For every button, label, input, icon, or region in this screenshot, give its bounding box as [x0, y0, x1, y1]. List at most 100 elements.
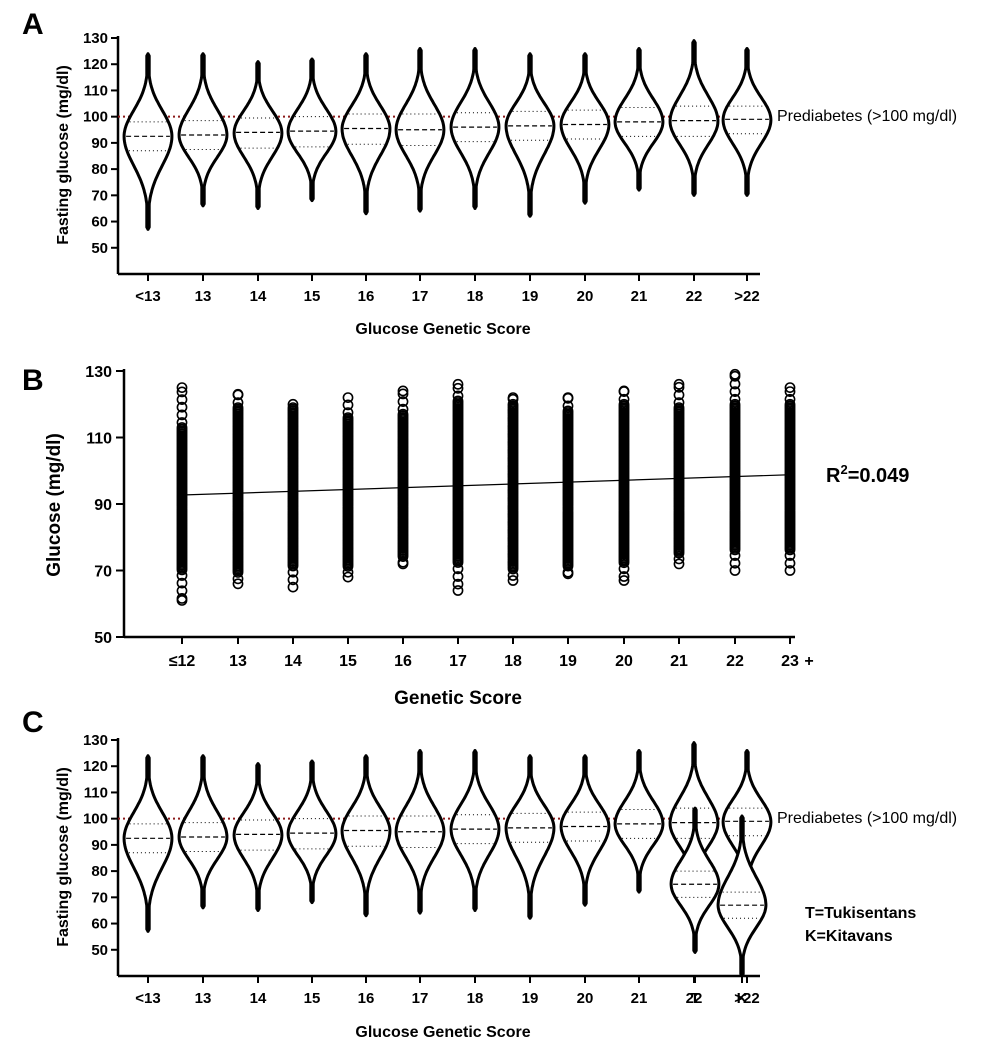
x-tick-label: 20: [577, 990, 594, 1007]
y-tick-label: 60: [91, 916, 108, 933]
violin: [286, 759, 338, 905]
data-point: [784, 565, 796, 576]
data-point: [618, 571, 630, 582]
y-axis-title-c: Fasting glucose (mg/dl): [55, 767, 72, 947]
r-squared-label: R2=0.049: [826, 462, 909, 487]
violin: [340, 52, 392, 216]
data-point: [784, 550, 796, 561]
violin: [177, 754, 229, 910]
point-column: [618, 385, 630, 586]
data-point: [618, 393, 630, 405]
y-tick-label: 110: [84, 784, 108, 801]
data-point: [397, 403, 409, 415]
x-tick-label: 15: [304, 990, 321, 1007]
x-axis-title-a: Glucose Genetic Score: [355, 321, 530, 338]
data-point: [342, 407, 354, 418]
y-tick-label: 90: [91, 837, 108, 854]
data-point: [452, 378, 464, 390]
data-point: [452, 578, 464, 590]
y-tick-label: 70: [91, 187, 108, 204]
x-tick-label: 18: [504, 653, 522, 670]
data-point: [232, 388, 244, 400]
data-point: [507, 563, 519, 575]
scatter-points-b: [176, 368, 796, 606]
data-point: [397, 551, 409, 562]
data-point: [784, 386, 796, 397]
data-point: [287, 560, 299, 572]
violin: [613, 46, 665, 192]
point-column: [176, 382, 188, 606]
y-tick-label: 60: [91, 214, 108, 231]
x-tick-label: 15: [339, 653, 357, 670]
y-tick-label: 90: [91, 135, 108, 152]
y-tick-label: 50: [94, 630, 112, 647]
panel-a: A 50 60 70 80 90 100 110 120 130 <13 13 14 15 16 17 18…: [22, 8, 957, 338]
data-point: [397, 385, 409, 397]
x-tick-label: 16: [358, 990, 375, 1007]
regression-line: [181, 474, 791, 496]
x-tick-label: ≤12: [169, 653, 196, 670]
x-tick-label: <13: [135, 288, 160, 305]
y-tick-label: 110: [84, 82, 108, 99]
legend-note-tukisentans: T=Tukisentans: [805, 905, 916, 922]
panel-b: B 50 70 90 110 130 ≤12 13 14 15 16 17 18 19 20 21 22 23…: [22, 364, 909, 709]
x-tick-label: 18: [467, 288, 484, 305]
panel-c: C 50 60 70 80 90 100 110 120 130 <13 13 14 15 16 17 18…: [22, 706, 957, 1041]
data-point: [729, 565, 741, 576]
data-point: [562, 560, 574, 572]
data-point: [452, 390, 464, 402]
data-point: [176, 382, 188, 393]
point-column: [232, 388, 244, 590]
x-tick-label: 19: [559, 653, 577, 670]
data-point: [729, 557, 741, 569]
y-axis-a: 50 60 70 80 90 100 110 120 130: [83, 30, 120, 274]
violin: [394, 46, 446, 213]
violin: [668, 39, 720, 197]
data-point: [618, 575, 630, 586]
x-tick-label: 17: [449, 653, 467, 670]
y-tick-label: 100: [83, 109, 108, 126]
data-point: [784, 544, 796, 556]
violin: [721, 46, 773, 197]
data-point: [784, 393, 796, 405]
data-point: [618, 557, 630, 569]
y-axis-title-b: Glucose (mg/dl): [44, 433, 65, 577]
data-point: [176, 386, 188, 398]
data-point: [673, 547, 685, 559]
data-point: [176, 401, 188, 413]
violin: [449, 46, 501, 210]
point-column: [397, 385, 409, 570]
x-tick-label: 14: [250, 288, 267, 305]
panel-letter-c: C: [22, 706, 44, 739]
x-tick-label: K: [737, 990, 748, 1007]
data-point: [673, 558, 685, 570]
data-point: [562, 568, 574, 580]
y-axis-c: 50 60 70 80 90 100 110 120 130: [83, 732, 120, 976]
violin: [559, 52, 611, 205]
legend-note-kitavans: K=Kitavans: [805, 928, 893, 945]
data-point: [342, 399, 354, 411]
y-tick-label: 80: [91, 161, 108, 178]
x-tick-label: 22: [726, 653, 744, 670]
data-point: [176, 595, 188, 606]
data-point: [562, 392, 574, 403]
data-point: [176, 409, 188, 421]
data-point: [729, 386, 741, 397]
x-tick-label: 17: [412, 288, 429, 305]
violin: [122, 754, 174, 933]
x-tick-label-suffix: +: [804, 653, 813, 670]
data-point: [232, 397, 244, 408]
reference-label-a: Prediabetes (>100 mg/dl): [777, 108, 957, 125]
data-point: [397, 388, 409, 400]
y-tick-label: 50: [91, 240, 108, 257]
data-point: [784, 557, 796, 569]
data-point: [507, 575, 519, 586]
data-point: [287, 566, 299, 578]
x-tick-label: >22: [734, 288, 759, 305]
violin: [122, 52, 174, 231]
data-point: [618, 385, 630, 397]
data-point: [232, 578, 244, 590]
y-tick-label: 130: [83, 732, 108, 749]
data-point: [618, 563, 630, 575]
